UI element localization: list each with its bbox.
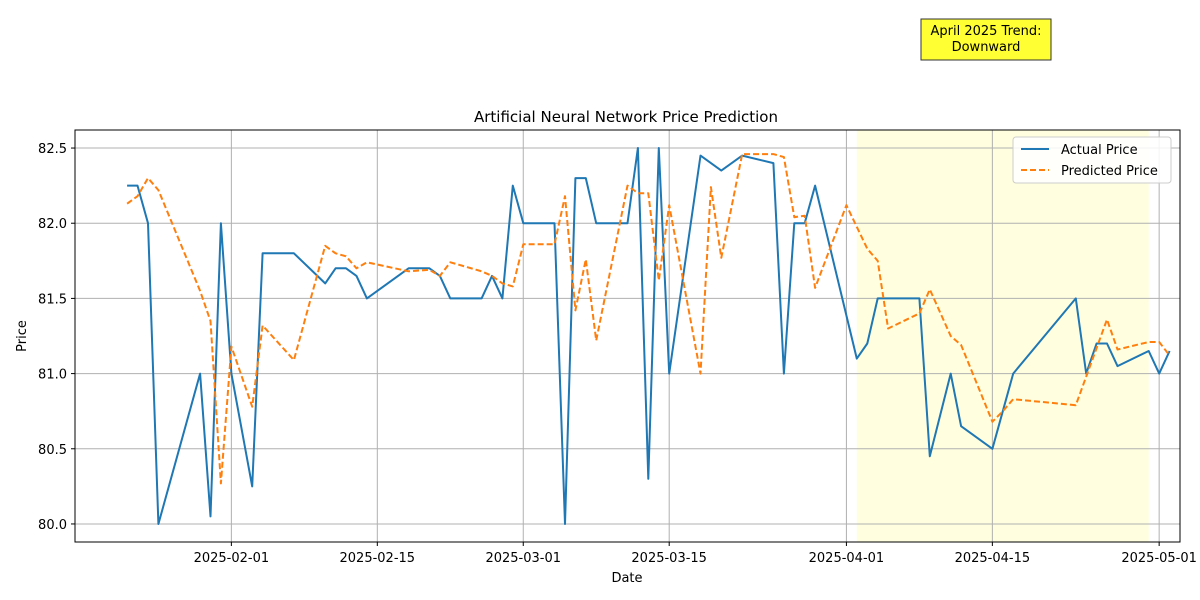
- legend-label-actual-price: Actual Price: [1061, 143, 1138, 158]
- trend-annotation: April 2025 Trend: Downward: [920, 18, 1052, 61]
- x-tick-label: 2025-03-15: [631, 551, 707, 566]
- y-tick-label: 82.5: [38, 142, 67, 157]
- x-tick-label: 2025-02-15: [340, 551, 416, 566]
- trend-annotation-line2: Downward: [952, 40, 1021, 55]
- legend: Actual Price Predicted Price: [1012, 136, 1172, 184]
- series-line-predicted-price: [126, 153, 1171, 485]
- april-highlight-band: [856, 130, 1149, 542]
- y-tick-label: 81.0: [38, 368, 67, 383]
- y-axis-label: Price: [15, 320, 30, 352]
- legend-label-predicted-price: Predicted Price: [1061, 164, 1158, 179]
- chart-title: Artificial Neural Network Price Predicti…: [474, 108, 778, 126]
- trend-annotation-box: [920, 18, 1052, 61]
- x-tick-label: 2025-03-01: [485, 551, 561, 566]
- y-axis-ticks: 80.0 80.5 81.0 81.5 82.0 82.5: [38, 142, 75, 533]
- y-tick-label: 80.5: [38, 443, 67, 458]
- series-line-actual-price: [127, 147, 1171, 525]
- x-axis-label: Date: [611, 571, 642, 586]
- x-tick-label: 2025-02-01: [194, 551, 270, 566]
- plot-frame: [74, 129, 1181, 543]
- legend-box: [1012, 136, 1172, 184]
- x-tick-label: 2025-04-15: [955, 551, 1031, 566]
- y-tick-label: 82.0: [38, 217, 67, 232]
- x-axis-ticks: 2025-02-01 2025-02-15 2025-03-01 2025-03-15…: [194, 542, 1197, 566]
- series-layer: [126, 147, 1171, 525]
- y-tick-label: 81.5: [38, 292, 67, 307]
- x-tick-label: 2025-04-01: [809, 551, 885, 566]
- x-tick-label: 2025-05-01: [1121, 551, 1197, 566]
- y-tick-label: 80.0: [38, 518, 67, 533]
- trend-annotation-line1: April 2025 Trend:: [930, 24, 1041, 39]
